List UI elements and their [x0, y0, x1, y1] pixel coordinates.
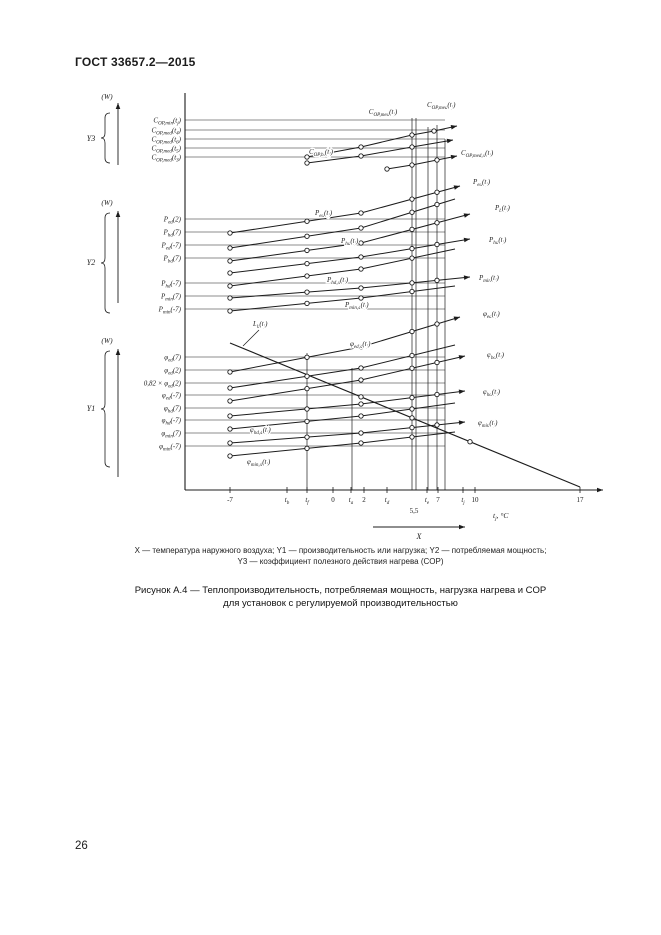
- svg-text:te: te: [425, 496, 430, 506]
- svg-text:10: 10: [472, 496, 480, 504]
- svg-text:φhd(tj): φhd(tj): [483, 388, 501, 398]
- svg-text:φed(tj): φed(tj): [483, 310, 500, 320]
- svg-text:φed(2): φed(2): [164, 367, 181, 377]
- svg-text:COP,med(t5): COP,med(t5): [151, 145, 181, 155]
- svg-text:COP,med(tj): COP,med(tj): [369, 108, 398, 118]
- svg-text:φhd(7): φhd(7): [164, 405, 182, 415]
- svg-text:Ped(tj): Ped(tj): [314, 209, 333, 219]
- svg-text:COP,med(t6): COP,med(t6): [151, 136, 181, 146]
- svg-text:Y1: Y1: [87, 404, 95, 413]
- svg-text:Phd(tj): Phd(tj): [340, 237, 359, 247]
- axis-legend: X — температура наружного воздуха; Y1 — …: [60, 545, 621, 567]
- page-number: 26: [75, 840, 88, 852]
- svg-text:X: X: [416, 532, 423, 541]
- svg-text:Ped(2): Ped(2): [163, 216, 182, 226]
- svg-text:5,5: 5,5: [410, 507, 419, 515]
- svg-text:Pb(tj): Pb(tj): [494, 204, 510, 214]
- svg-text:Y3: Y3: [87, 134, 95, 143]
- figure-caption-line1: Рисунок А.4 — Теплопроизводительность, п…: [134, 585, 547, 596]
- svg-text:(W): (W): [101, 336, 113, 345]
- svg-text:Phd(tj): Phd(tj): [488, 236, 507, 246]
- svg-text:ta: ta: [349, 496, 354, 506]
- document-header: ГОСТ 33657.2—2015: [75, 55, 196, 69]
- svg-text:tf: tf: [305, 496, 309, 506]
- svg-text:Y2: Y2: [87, 258, 95, 267]
- svg-text:2: 2: [362, 496, 366, 504]
- svg-text:0,82 × φed(2): 0,82 × φed(2): [144, 380, 182, 390]
- svg-text:COP,med(t4): COP,med(t4): [151, 127, 181, 137]
- svg-text:Pmin(-7): Pmin(-7): [158, 306, 182, 316]
- svg-text:Phd(-7): Phd(-7): [160, 280, 181, 290]
- svg-text:COP,bl(tj): COP,bl(tj): [309, 148, 334, 158]
- svg-text:φbd(tj): φbd(tj): [487, 351, 505, 361]
- svg-text:Pmin,4(tj): Pmin,4(tj): [344, 301, 369, 311]
- svg-text:(W): (W): [101, 92, 113, 101]
- svg-text:7: 7: [436, 496, 440, 504]
- svg-text:φmin(tj): φmin(tj): [478, 419, 498, 429]
- svg-text:φed,4(tj): φed,4(tj): [350, 340, 371, 350]
- figure-a4-chart: COP,min(tj)COP,med(t4)COP,med(t6)COP,med…: [87, 92, 603, 541]
- svg-text:Pmin(tj): Pmin(tj): [478, 274, 500, 284]
- svg-text:Pmin(7): Pmin(7): [160, 293, 182, 303]
- svg-text:COP,min(tj): COP,min(tj): [153, 117, 181, 127]
- svg-text:Ped(tj): Ped(tj): [472, 178, 491, 188]
- svg-text:-7: -7: [227, 496, 233, 504]
- svg-text:tb: tb: [285, 496, 290, 506]
- svg-text:COP,med(t3): COP,med(t3): [151, 154, 181, 164]
- svg-text:COP,med,4(tj): COP,med,4(tj): [461, 149, 494, 159]
- svg-text:tj: tj: [461, 496, 465, 506]
- svg-text:COP,med(tj): COP,med(tj): [427, 101, 456, 111]
- svg-text:φed(7): φed(7): [164, 354, 181, 364]
- svg-text:0: 0: [331, 496, 335, 504]
- figure-caption-line2: для установок с регулируемой производите…: [223, 598, 458, 609]
- svg-text:(W): (W): [101, 198, 113, 207]
- svg-text:tj, °C: tj, °C: [493, 511, 509, 522]
- svg-text:Phd,4(tj): Phd,4(tj): [326, 276, 349, 286]
- svg-text:Phd(7): Phd(7): [163, 229, 182, 239]
- svg-text:φmin(-7): φmin(-7): [159, 443, 182, 453]
- svg-text:φmin(7): φmin(7): [161, 430, 181, 440]
- svg-text:φmin,4(tj): φmin,4(tj): [247, 458, 271, 468]
- svg-text:φhd,4(tj): φhd,4(tj): [250, 426, 271, 436]
- figure-caption: Рисунок А.4 — Теплопроизводительность, п…: [60, 584, 621, 610]
- svg-text:td: td: [385, 496, 390, 506]
- svg-text:Lh(tj): Lh(tj): [252, 320, 268, 330]
- svg-text:Ped(-7): Ped(-7): [160, 242, 181, 252]
- axis-legend-line1: X — температура наружного воздуха; Y1 — …: [134, 546, 547, 555]
- svg-text:φhd(-7): φhd(-7): [162, 417, 182, 427]
- svg-text:φed(-7): φed(-7): [162, 392, 182, 402]
- axis-legend-line2: Y3 — коэффициент полезного действия нагр…: [237, 557, 444, 566]
- svg-text:17: 17: [577, 496, 585, 504]
- svg-text:Pbd(7): Pbd(7): [163, 255, 182, 265]
